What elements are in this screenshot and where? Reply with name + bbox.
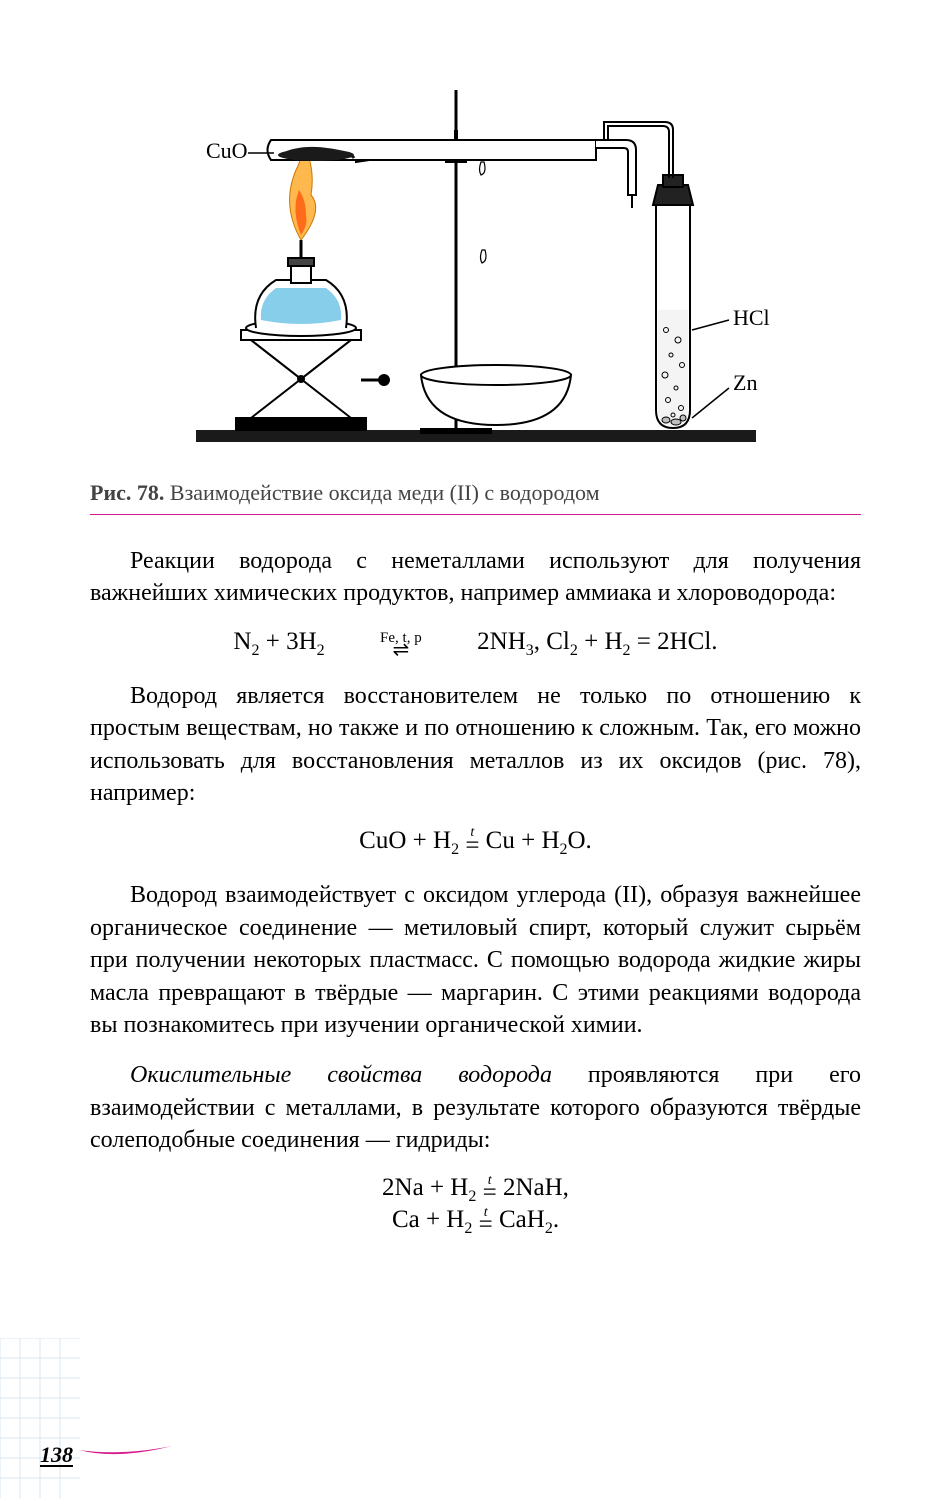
eq3a-hsub: 2 — [468, 1188, 476, 1205]
eq2-right: Cu + H — [486, 827, 560, 854]
equation-cah2: Ca + H2 t = CaH2. — [90, 1206, 861, 1238]
eq2-h2osub: 2 — [560, 841, 568, 858]
paragraph-1: Реакции водорода с неметаллами использую… — [90, 545, 861, 610]
evaporating-dish — [421, 365, 571, 425]
eq3b-equals-t: t = — [479, 1209, 493, 1235]
eq1-cl2-sub: 2 — [570, 642, 578, 659]
paragraph-3: Водород взаимодействует с оксидом углеро… — [90, 879, 861, 1041]
page-number: 138 — [40, 1442, 73, 1467]
label-zn-text: Zn — [733, 370, 757, 395]
eq1-n2: N — [233, 628, 251, 655]
lab-jack — [236, 330, 389, 430]
eq3a-left: 2Na + H — [382, 1174, 468, 1201]
eq1-cl2: , Cl — [534, 628, 570, 655]
grid-pattern — [0, 1338, 80, 1498]
hydrogen-generator — [604, 122, 693, 428]
figure-number: Рис. 78. — [90, 480, 164, 505]
equation-cuo-reduction: CuO + H2 t = Cu + H2O. — [90, 827, 861, 859]
eq1-h2-sub: 2 — [317, 642, 325, 659]
figure-caption-text: Взаимодействие оксида меди (II) с водоро… — [170, 480, 600, 505]
label-cuo-text: CuO — [206, 138, 248, 163]
reduction-tube — [267, 140, 636, 208]
eq3b-end: . — [553, 1206, 559, 1233]
eq1-h2b-sub: 2 — [623, 642, 631, 659]
eq3b-right: CaH — [499, 1206, 545, 1233]
equation-ammonia-hcl: N2 + 3H2 Fe, t, p ⇌ 2NH3, Cl2 + H2 = 2HC… — [90, 628, 861, 660]
p4-lead: Окислительные свойства водорода — [130, 1062, 552, 1088]
eq1-nh3-sub: 3 — [526, 642, 534, 659]
eq3a-equals-t: t = — [483, 1177, 497, 1203]
eq3b-cahsub: 2 — [545, 1220, 553, 1237]
equation-nah: 2Na + H2 t = 2NaH, — [90, 1174, 861, 1206]
eq1-hcl: = 2HCl. — [631, 628, 718, 655]
eq1-h2b: + H — [578, 628, 623, 655]
eq2-left: CuO + H — [359, 827, 451, 854]
label-hcl-line — [692, 320, 729, 330]
spirit-burner — [246, 140, 356, 336]
page-number-area: 138 — [40, 1442, 240, 1468]
water-drops — [479, 162, 486, 263]
eq1-h2: + 3H — [259, 628, 316, 655]
figure-apparatus: CuO — [156, 30, 796, 460]
paragraph-2: Водород является восстановителем не толь… — [90, 680, 861, 810]
eq1-nh3: 2NH — [477, 628, 526, 655]
figure-container: CuO — [90, 30, 861, 460]
eq3b-left: Ca + H — [392, 1206, 464, 1233]
eq2-hsub: 2 — [451, 841, 459, 858]
reversible-arrow: Fe, t, p ⇌ — [331, 631, 471, 656]
equation-hydrides: 2Na + H2 t = 2NaH, Ca + H2 t = CaH2. — [90, 1174, 861, 1238]
eq2-end: O. — [568, 827, 592, 854]
label-zn-line — [692, 388, 729, 418]
equals-with-t: t = — [465, 829, 479, 855]
eq3b-hsub: 2 — [464, 1220, 472, 1237]
label-hcl-text: HCl — [733, 305, 770, 330]
figure-caption: Рис. 78. Взаимодействие оксида меди (II)… — [90, 475, 861, 515]
paragraph-4: Окислительные свойства водорода проявляю… — [90, 1059, 861, 1156]
eq3a-right: 2NaH, — [503, 1174, 569, 1201]
page-swoosh — [77, 1442, 177, 1462]
textbook-page: CuO — [0, 0, 951, 1498]
